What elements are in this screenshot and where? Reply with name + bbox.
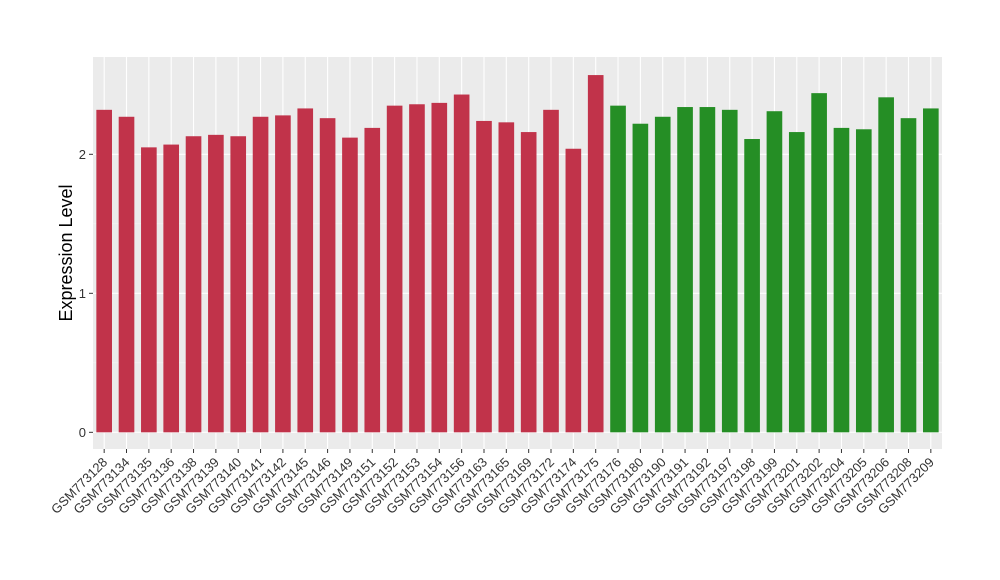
- y-tick-label: 0: [79, 425, 86, 440]
- bar-GSM773176: [610, 105, 626, 433]
- bar-GSM773169: [520, 132, 537, 433]
- bar-GSM773190: [654, 116, 671, 433]
- bar-GSM773156: [453, 94, 470, 433]
- bar-GSM773165: [498, 122, 515, 433]
- bar-GSM773197: [721, 109, 738, 433]
- bar-GSM773149: [342, 137, 358, 433]
- bar-GSM773136: [163, 144, 180, 433]
- bar-GSM773206: [878, 97, 894, 433]
- bar-GSM773209: [923, 108, 939, 433]
- bar-GSM773191: [677, 107, 693, 433]
- bar-GSM773174: [565, 148, 582, 433]
- bar-GSM773146: [319, 118, 336, 433]
- bar-GSM773208: [900, 118, 917, 433]
- bar-GSM773154: [431, 102, 448, 433]
- bar-GSM773134: [118, 116, 135, 433]
- bar-GSM773199: [766, 111, 783, 433]
- bar-GSM773204: [833, 127, 850, 433]
- bar-GSM773138: [185, 136, 202, 433]
- bar-GSM773205: [855, 129, 872, 433]
- y-axis-title: Expression Level: [56, 184, 76, 321]
- bar-GSM773172: [543, 109, 559, 433]
- bar-GSM773145: [297, 108, 314, 433]
- x-axis: GSM773128GSM773134GSM773135GSM773136GSM7…: [48, 449, 937, 517]
- bar-GSM773141: [252, 116, 269, 433]
- bars-group: [96, 75, 939, 433]
- bar-GSM773163: [476, 120, 492, 433]
- bar-GSM773128: [96, 109, 112, 433]
- bar-GSM773135: [141, 147, 157, 433]
- bar-GSM773201: [788, 132, 805, 433]
- bar-GSM773142: [275, 115, 291, 433]
- y-tick-label: 2: [79, 147, 86, 162]
- y-axis: 0 1 2: [79, 147, 93, 440]
- bar-GSM773198: [744, 139, 760, 433]
- bar-GSM773139: [208, 134, 224, 433]
- bar-GSM773151: [364, 127, 381, 433]
- bar-GSM773152: [386, 105, 403, 433]
- bar-GSM773140: [230, 136, 247, 433]
- bar-GSM773202: [811, 93, 827, 433]
- bar-GSM773180: [632, 123, 649, 433]
- bar-GSM773192: [699, 107, 716, 433]
- bar-GSM773175: [587, 75, 604, 433]
- y-tick-label: 1: [79, 286, 86, 301]
- bar-GSM773153: [409, 104, 425, 433]
